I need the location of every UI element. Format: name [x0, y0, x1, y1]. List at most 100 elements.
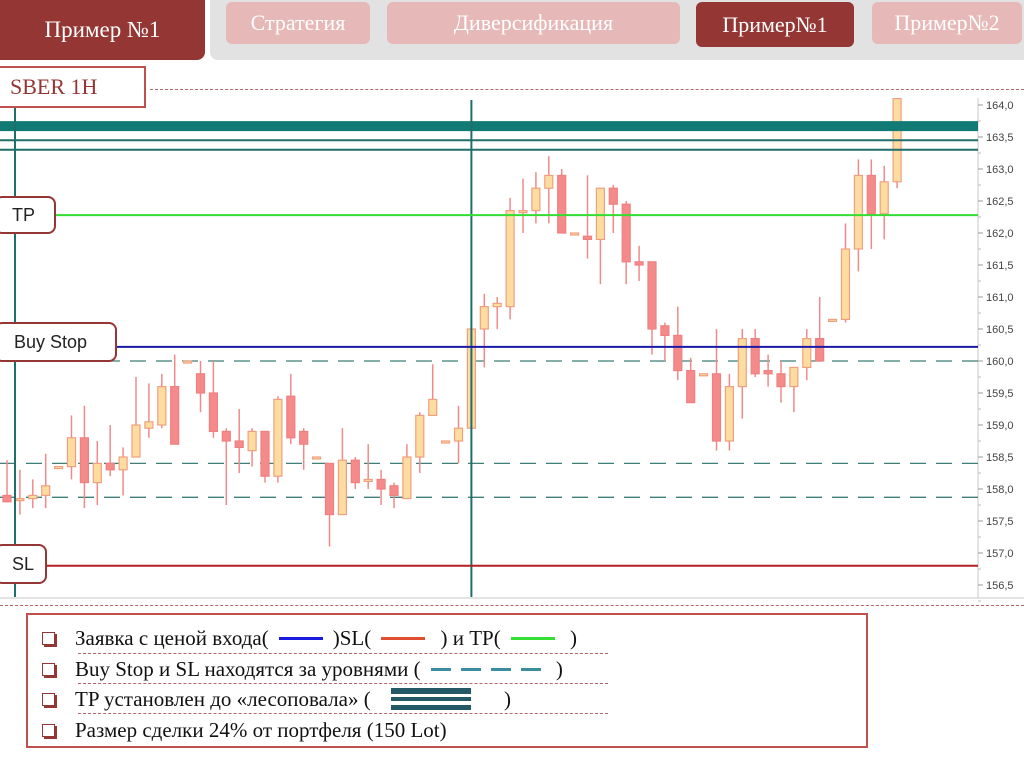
buy-stop-label-text: Buy Stop — [14, 331, 88, 352]
legend-text: TP установлен до «лесоповала» ( — [75, 686, 371, 711]
bullish-candle — [363, 478, 373, 482]
bullish-candle — [41, 485, 51, 496]
bullish-candle — [183, 360, 193, 364]
bearish-candle — [389, 485, 399, 496]
bearish-candle — [105, 462, 115, 471]
bearish-candle — [557, 174, 567, 234]
dotted-underline — [78, 713, 608, 714]
bearish-candle — [208, 392, 218, 433]
bullish-candle — [789, 366, 799, 388]
bullish-candle — [144, 421, 154, 429]
bearish-candle — [376, 478, 386, 490]
bearish-candle — [582, 235, 593, 240]
divider-bottom — [0, 605, 1024, 606]
bullish-candle — [428, 398, 438, 416]
bullish-candle — [312, 456, 322, 460]
bullet-icon — [42, 723, 55, 737]
bullish-candle — [518, 210, 528, 214]
bearish-candle — [647, 261, 657, 330]
bullish-candle — [505, 210, 515, 308]
bullet-icon — [42, 692, 55, 706]
bullish-candle — [157, 386, 167, 426]
y-tick-label: 157,5 — [986, 516, 1014, 528]
legend-text: Размер сделки 24% от портфеля (150 Lot) — [75, 717, 447, 742]
y-tick-label: 164,0 — [986, 100, 1014, 112]
y-tick-label: 162,5 — [986, 196, 1014, 208]
bearish-candle — [711, 373, 722, 442]
bullish-candle — [441, 440, 451, 444]
tab-example-2[interactable]: Пример№2 — [872, 2, 1022, 44]
bearish-candle — [170, 386, 180, 445]
bullish-candle — [402, 456, 412, 500]
y-tick-label: 163,5 — [986, 132, 1014, 144]
bearish-candle — [299, 430, 309, 445]
y-tick-label: 158,0 — [986, 484, 1014, 496]
bearish-candle — [221, 430, 231, 442]
sl-label-text: SL — [12, 553, 35, 574]
bullish-candle — [853, 174, 864, 250]
bullish-candle — [544, 174, 554, 189]
bearish-candle — [324, 462, 335, 516]
y-tick-label: 162,0 — [986, 228, 1014, 240]
bullish-candle — [879, 181, 889, 215]
dotted-underline — [78, 653, 608, 654]
bearish-candle — [673, 334, 683, 372]
tab-example-1[interactable]: Пример№1 — [696, 2, 854, 47]
y-tick-label: 159,5 — [986, 388, 1014, 400]
bearish-candle — [763, 370, 773, 375]
bullish-candle — [131, 424, 141, 458]
entry-line-sample — [278, 636, 323, 640]
bearish-candle — [686, 370, 696, 404]
legend-text: )SL( — [332, 625, 372, 650]
bearish-candle — [286, 395, 296, 439]
buy-stop-label: Buy Stop — [0, 322, 117, 362]
bullish-candle — [28, 494, 38, 500]
legend-item-size: Размер сделки 24% от портфеля (150 Lot) — [42, 716, 447, 744]
legend-text: ) и TP( — [435, 625, 501, 650]
bullet-icon — [42, 662, 55, 676]
divider-top — [150, 89, 1024, 90]
y-tick-label: 160,5 — [986, 324, 1014, 336]
bullish-candle — [15, 498, 25, 502]
bullish-candle — [827, 318, 838, 322]
tp-label: TP — [0, 196, 56, 234]
bullish-candle — [53, 466, 64, 470]
tp-line-sample — [510, 636, 555, 640]
bullish-candle — [569, 232, 580, 236]
dotted-underline — [78, 683, 608, 684]
bullish-candle — [453, 427, 464, 442]
legend-text: ) — [498, 686, 511, 711]
bullish-candle — [92, 462, 102, 484]
bullish-candle — [595, 187, 606, 240]
bullish-candle — [337, 459, 347, 516]
tp-label-text: TP — [12, 204, 36, 225]
legend-text: Заявка с ценой входа( — [75, 625, 269, 650]
chart-title: SBER 1H — [0, 66, 146, 108]
legend-text: ) — [564, 625, 577, 650]
bullish-candle — [479, 306, 489, 330]
y-tick-label: 161,5 — [986, 260, 1014, 272]
tab-diversification[interactable]: Диверсификация — [387, 2, 680, 44]
bearish-candle — [350, 459, 360, 484]
bullish-candle — [273, 398, 283, 477]
bullet-icon — [42, 631, 55, 645]
bullish-candle — [66, 437, 77, 468]
y-tick-label: 160,0 — [986, 356, 1014, 368]
bearish-candle — [776, 373, 786, 388]
bullish-candle — [724, 386, 735, 442]
legend-item-levels: Buy Stop и SL находятся за уровнями ( ) — [42, 655, 563, 683]
y-tick-label: 156,5 — [986, 580, 1014, 592]
bearish-candle — [2, 494, 12, 503]
resistance-thick-line — [0, 121, 978, 132]
bearish-candle — [234, 440, 244, 449]
legend-text: Buy Stop и SL находятся за уровнями ( — [75, 656, 421, 681]
sl-label: SL — [0, 544, 47, 584]
sl-line-sample — [381, 636, 426, 640]
y-tick-label: 161,0 — [986, 292, 1014, 304]
thick-lines-sample — [390, 688, 471, 710]
y-tick-label: 163,0 — [986, 164, 1014, 176]
bearish-candle — [608, 187, 618, 205]
bearish-candle — [660, 325, 670, 336]
bearish-candle — [634, 261, 644, 266]
tab-strategy[interactable]: Стратегия — [226, 2, 370, 44]
